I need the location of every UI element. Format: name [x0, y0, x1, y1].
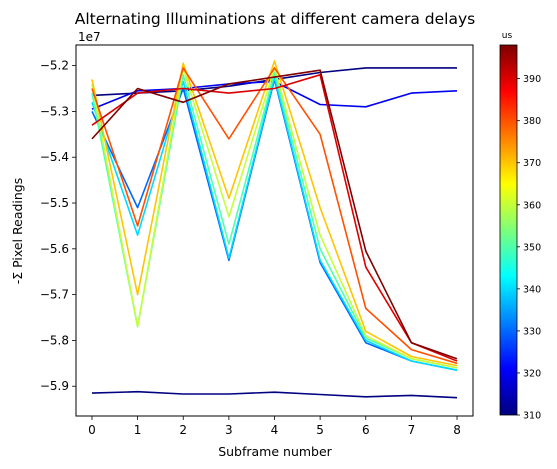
y-offset-label: 1e7 [78, 30, 101, 44]
x-tick-label-8: 8 [453, 423, 461, 437]
x-tick-label-7: 7 [408, 423, 416, 437]
x-tick-label-0: 0 [88, 423, 96, 437]
y-tick-label-3: −5.6 [40, 242, 69, 256]
x-axis: 0 1 2 3 4 5 6 7 8 [88, 416, 461, 437]
x-tick-label-4: 4 [271, 423, 279, 437]
series-line-7 [91, 60, 458, 367]
series-line-9 [91, 74, 458, 362]
series-line-10 [91, 69, 458, 360]
series-line-1 [91, 390, 458, 399]
x-tick-label-3: 3 [225, 423, 233, 437]
series-line-8 [91, 67, 458, 365]
colorbar [499, 44, 518, 416]
colorbar-tick-label-2: 330 [523, 326, 541, 337]
series-group [91, 60, 458, 399]
y-tick-label-7: −5.2 [40, 59, 69, 73]
y-tick-label-1: −5.8 [40, 333, 69, 347]
y-tick-label-4: −5.5 [40, 196, 69, 210]
y-tick-label-0: −5.9 [40, 379, 69, 393]
x-tick-label-5: 5 [316, 423, 324, 437]
y-axis-label: -Σ Pixel Readings [10, 178, 25, 285]
series-line-2 [91, 80, 458, 110]
x-tick-label-6: 6 [362, 423, 370, 437]
colorbar-axis: 310 320 330 340 350 360 370 380 390 [517, 74, 541, 422]
colorbar-tick-label-6: 370 [523, 158, 541, 169]
y-tick-label-6: −5.3 [40, 104, 69, 118]
y-tick-label-5: −5.4 [40, 150, 69, 164]
y-tick-label-2: −5.7 [40, 288, 69, 302]
colorbar-tick-label-5: 360 [523, 200, 541, 211]
colorbar-tick-label-3: 340 [523, 284, 541, 295]
x-tick-label-1: 1 [134, 423, 142, 437]
colorbar-unit-label: us [502, 31, 513, 41]
colorbar-tick-label-8: 390 [523, 74, 541, 85]
colorbar-tick-label-4: 350 [523, 242, 541, 253]
colorbar-tick-label-7: 380 [523, 116, 541, 127]
colorbar-tick-label-0: 310 [523, 411, 541, 422]
x-axis-label: Subframe number [218, 444, 332, 459]
y-axis: −5.9 −5.8 −5.7 −5.6 −5.5 −5.4 −5.3 −5.2 [40, 59, 76, 393]
chart-title: Alternating Illuminations at different c… [75, 10, 476, 28]
x-tick-label-2: 2 [179, 423, 187, 437]
colorbar-tick-label-1: 320 [523, 368, 541, 379]
